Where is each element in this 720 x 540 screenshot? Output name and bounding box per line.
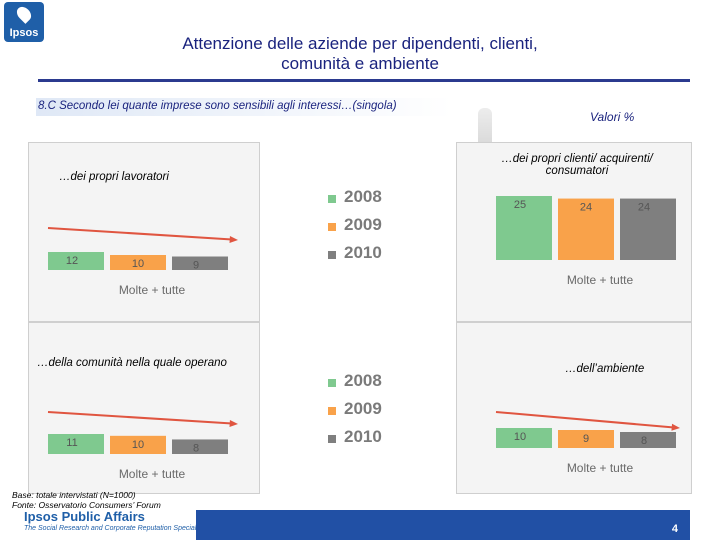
chart-environment: 10 9 8 Molte + tutte (495, 411, 680, 475)
legend-swatch-2010 (328, 251, 336, 259)
category-label: Molte + tutte (567, 273, 634, 287)
bar-2010 (620, 432, 676, 448)
trend-arrow-line (495, 411, 675, 429)
question-text: 8.C Secondo lei quante imprese sono sens… (38, 100, 397, 112)
legend-label-2008: 2008 (344, 371, 382, 390)
legend-label-2010: 2010 (344, 243, 382, 262)
legend-swatch-2010 (328, 435, 336, 443)
bar-value-2010: 9 (193, 260, 199, 272)
bar-value-2009: 10 (132, 258, 144, 270)
panel-community: …della comunità nella quale operano (28, 322, 260, 494)
bar-2010 (172, 256, 228, 270)
bar-value-2009: 9 (583, 433, 589, 445)
bar-2009 (558, 430, 614, 448)
legend-swatch-2009 (328, 223, 336, 231)
bar-2008 (496, 196, 552, 260)
chart-title-community: …della comunità nella quale operano (37, 357, 227, 369)
logo-drop-icon (14, 4, 34, 24)
legend-label-2010: 2010 (344, 427, 382, 446)
chart-title-environment: …dell’ambiente (565, 363, 645, 375)
legend-swatch-2008 (328, 379, 336, 387)
footer-bar: 4 (196, 510, 690, 540)
bar-2008 (496, 428, 552, 448)
bar-value-2008: 25 (514, 199, 526, 211)
chart-workers: 12 10 9 Molte + tutte (47, 227, 238, 297)
logo-text: Ipsos (9, 27, 39, 39)
bar-value-2009: 10 (132, 439, 144, 451)
chart-community: 11 10 8 Molte + tutte (47, 411, 238, 481)
chart-title-workers: …dei propri lavoratori (59, 171, 169, 183)
bar-2009 (558, 198, 614, 260)
legend-label-2009: 2009 (344, 399, 382, 418)
bar-2008 (48, 252, 104, 270)
ipsos-logo: Ipsos (4, 2, 44, 42)
legend-label-2009: 2009 (344, 215, 382, 234)
page-title: Attenzione delle aziende per dipendenti,… (80, 34, 640, 74)
legend-swatch-2008 (328, 195, 336, 203)
bar-value-2009: 24 (580, 202, 592, 214)
bar-value-2008: 11 (66, 437, 77, 449)
question-highlight (36, 98, 452, 116)
trend-arrow-head (229, 235, 238, 243)
category-label: Molte + tutte (119, 283, 186, 297)
bar-value-2010: 24 (638, 202, 650, 214)
bar-2010 (172, 439, 228, 454)
chart-customers: 25 24 24 Molte + tutte (496, 196, 676, 287)
footnote-base: Base: totale intervistati (N=1000) (12, 490, 136, 500)
legend-label-2008: 2008 (344, 187, 382, 206)
footnote-source: Fonte: Osservatorio Consumers’ Forum (12, 500, 161, 510)
bar-2009 (110, 435, 166, 454)
category-label: Molte + tutte (567, 461, 634, 475)
footer-brand: Ipsos Public Affairs (24, 509, 145, 524)
title-line-1: Attenzione delle aziende per dipendenti,… (182, 34, 538, 53)
title-line-2: comunità e ambiente (281, 54, 439, 73)
bar-value-2010: 8 (641, 435, 647, 447)
trend-arrow-line (47, 411, 233, 425)
unit-label: Valori % (590, 110, 635, 124)
bar-2010 (620, 198, 676, 260)
legend-swatch-2009 (328, 407, 336, 415)
category-label: Molte + tutte (119, 467, 186, 481)
bar-value-2010: 8 (193, 442, 199, 454)
bar-value-2008: 10 (514, 431, 526, 443)
page-number: 4 (671, 523, 678, 535)
chart-title-customers: …dei propri clienti/ acquirenti/ consuma… (487, 153, 667, 177)
bar-2009 (110, 255, 166, 270)
trend-arrow-line (47, 227, 233, 241)
panel-workers: …dei propri lavoratori (28, 142, 260, 322)
bar-2008 (48, 434, 104, 454)
bar-value-2008: 12 (66, 255, 78, 267)
footer-brand-sub: The Social Research and Corporate Reputa… (24, 525, 207, 532)
trend-arrow-head (229, 419, 238, 427)
title-divider (38, 79, 690, 82)
chart-title-customers-text: …dei propri clienti/ acquirenti/ consuma… (501, 153, 653, 177)
trend-arrow-head (671, 423, 680, 431)
panel-environment: …dell’ambiente (456, 322, 692, 494)
